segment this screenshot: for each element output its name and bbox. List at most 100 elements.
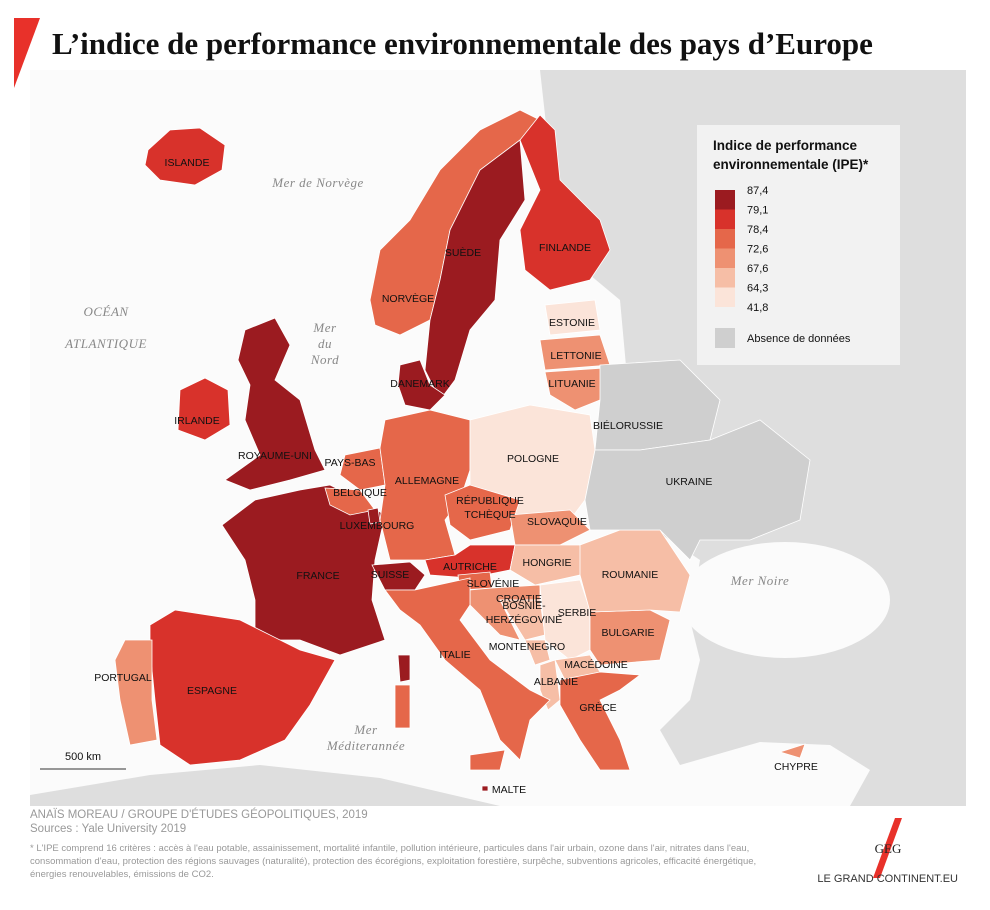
country-label: HERZÉGOVINE <box>486 613 562 626</box>
country-label: PORTUGAL <box>94 672 152 684</box>
country-label: ALLEMAGNE <box>395 475 459 487</box>
country <box>444 484 521 541</box>
country <box>397 359 446 411</box>
country-label: IRLANDE <box>174 415 220 427</box>
legend-title: environnementale (IPE)* <box>713 157 869 172</box>
legend-swatch <box>715 209 735 229</box>
corner-mark <box>14 18 40 88</box>
legend-break: 72,6 <box>747 244 768 256</box>
country-label: ITALIE <box>439 649 470 661</box>
country <box>544 367 606 411</box>
country-label: LUXEMBOURG <box>340 520 415 532</box>
country <box>114 639 158 746</box>
sea-label: Méditerannée <box>326 738 405 753</box>
legend-break: 78,4 <box>747 224 768 236</box>
country <box>384 577 551 761</box>
country-label: AUTRICHE <box>443 561 497 573</box>
legend-swatch <box>715 268 735 288</box>
country <box>778 743 806 759</box>
country-label: SLOVÉNIE <box>467 577 520 590</box>
legend-swatch <box>715 287 735 307</box>
country-label: LETTONIE <box>550 350 601 362</box>
sea-label: ATLANTIQUE <box>64 336 147 351</box>
sea-label: Nord <box>310 352 339 367</box>
country-label: GRÈCE <box>579 701 616 714</box>
legend-break: 87,4 <box>747 185 768 197</box>
country-label: MALTE <box>492 784 526 796</box>
country-label: ESTONIE <box>549 317 595 329</box>
legend-swatch <box>715 229 735 249</box>
country-label: SUISSE <box>371 569 410 581</box>
country-label: ESPAGNE <box>187 685 237 697</box>
logo: GEG <box>875 841 902 856</box>
country-label: PAYS-BAS <box>325 457 376 469</box>
country <box>367 507 381 525</box>
legend-swatch <box>715 248 735 268</box>
country <box>424 139 526 401</box>
title: L’indice de performance environnementale… <box>52 26 873 61</box>
country-label: TCHÈQUE <box>464 508 515 521</box>
country <box>559 671 642 771</box>
country <box>519 114 611 291</box>
country-label: BELGIQUE <box>333 487 387 499</box>
country <box>324 487 376 516</box>
sea-label: Mer <box>312 320 337 335</box>
country-label: HONGRIE <box>522 557 571 569</box>
country-label: ALBANIE <box>534 676 578 688</box>
country-label: DANEMARK <box>390 378 450 390</box>
legend-swatch-no-data <box>715 328 735 348</box>
land-africa <box>30 765 500 806</box>
country <box>394 684 411 729</box>
country-label: BIÉLORUSSIE <box>593 419 663 432</box>
country <box>339 447 386 491</box>
sea-label: Mer de Norvège <box>271 175 363 190</box>
country-label: MACÉDOINE <box>564 658 628 671</box>
country <box>524 639 551 666</box>
sea-label: Mer <box>353 722 378 737</box>
country-label: POLOGNE <box>507 453 559 465</box>
country <box>224 317 326 491</box>
sea-label: du <box>318 336 332 351</box>
site: LE GRAND CONTINENT.EU <box>817 873 958 885</box>
legend-swatch <box>715 190 735 210</box>
country <box>584 419 811 561</box>
country-label: ISLANDE <box>165 157 210 169</box>
country <box>481 785 489 792</box>
country-label: FRANCE <box>296 570 339 582</box>
country-label: CROATIE <box>496 593 542 605</box>
labels: ISLANDE IRLANDE ROYAUME-UNI FRANCE ESPAGNE PO… <box>64 157 818 796</box>
country <box>149 609 336 766</box>
countries <box>114 109 811 792</box>
footnote: * L'IPE comprend 16 critères : accès à l… <box>30 843 757 880</box>
country-label: RÉPUBLIQUE <box>456 494 524 507</box>
sources: Sources : Yale University 2019 <box>30 823 187 835</box>
legend-break: 41,8 <box>747 302 768 314</box>
country-label: BOSNIE- <box>502 600 546 612</box>
legend-break: 64,3 <box>747 283 768 295</box>
country-label: FINLANDE <box>539 242 591 254</box>
country-label: NORVÈGE <box>382 292 434 305</box>
country-label: ROUMANIE <box>602 569 659 581</box>
country-label: SUÈDE <box>445 246 481 259</box>
logo-slash <box>873 818 902 878</box>
scale-label: 500 km <box>65 751 101 763</box>
legend-break: 79,1 <box>747 205 768 217</box>
country <box>544 299 601 336</box>
legend-break: 67,6 <box>747 263 768 275</box>
country <box>469 749 506 771</box>
country-label: SERBIE <box>558 607 597 619</box>
legend-title: Indice de performance <box>713 138 858 153</box>
country-label: UKRAINE <box>666 476 713 488</box>
country-label: MONTENEGRO <box>489 641 565 653</box>
country <box>509 509 591 546</box>
sea-label: Mer Noire <box>730 573 790 588</box>
country-label: BULGARIE <box>601 627 654 639</box>
legend: 87,4 79,1 78,4 72,6 67,6 64,3 41,8 Absence de d… <box>715 185 851 348</box>
author: ANAÏS MOREAU / GROUPE D'ÉTUDES GÉOPOLITI… <box>30 809 368 821</box>
country <box>397 654 411 683</box>
country-label: ROYAUME-UNI <box>238 450 312 462</box>
legend-no-data-label: Absence de données <box>747 333 851 345</box>
sea-label: OCÉAN <box>83 304 129 319</box>
